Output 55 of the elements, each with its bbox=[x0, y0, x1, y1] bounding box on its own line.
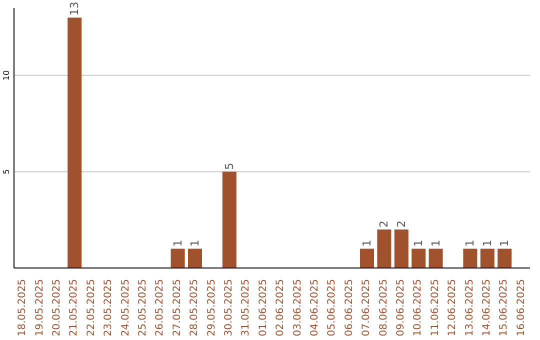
x-tick-label: 27.05.2025 bbox=[172, 279, 183, 336]
x-tick-label: 14.06.2025 bbox=[482, 279, 492, 336]
data-label: 13 bbox=[68, 2, 82, 16]
bar bbox=[222, 172, 236, 268]
bar bbox=[68, 18, 82, 268]
x-tick-label: 28.05.2025 bbox=[189, 279, 200, 336]
bar bbox=[480, 248, 494, 268]
x-tick-label: 13.06.2025 bbox=[464, 279, 476, 336]
bar bbox=[463, 248, 478, 268]
x-tick-label: 12.06.2025 bbox=[447, 279, 458, 336]
bar bbox=[377, 229, 392, 268]
x-tick-label: 23.05.2025 bbox=[103, 279, 114, 336]
x-tick-label: 09.06.2025 bbox=[396, 279, 406, 336]
data-label: 2 bbox=[378, 220, 391, 228]
bar bbox=[498, 248, 512, 268]
x-tick-label: 25.05.2025 bbox=[138, 279, 148, 336]
bar bbox=[170, 248, 185, 268]
bar bbox=[394, 229, 408, 268]
data-label: 1 bbox=[188, 240, 202, 247]
data-label: 5 bbox=[222, 162, 236, 170]
x-tick-label: 01.06.2025 bbox=[258, 279, 269, 336]
x-tick-label: 06.06.2025 bbox=[344, 279, 355, 336]
data-label: 1 bbox=[498, 240, 512, 247]
bar bbox=[428, 248, 443, 268]
x-tick-label: 29.05.2025 bbox=[206, 279, 218, 336]
x-tick-label: 03.06.2025 bbox=[292, 279, 304, 336]
x-tick-label: 15.06.2025 bbox=[498, 279, 510, 336]
data-label: 1 bbox=[360, 240, 374, 247]
x-tick-label: 04.06.2025 bbox=[310, 279, 320, 336]
x-tick-label: 21.05.2025 bbox=[68, 279, 80, 336]
x-tick-label: 11.06.2025 bbox=[430, 279, 441, 336]
bar bbox=[412, 248, 426, 268]
data-label: 1 bbox=[480, 240, 494, 247]
x-tick-label: 05.06.2025 bbox=[326, 279, 338, 336]
data-label: 1 bbox=[429, 240, 442, 247]
x-tick-label: 19.05.2025 bbox=[34, 279, 46, 336]
data-label: 1 bbox=[412, 240, 426, 247]
x-tick-label: 20.05.2025 bbox=[52, 279, 62, 336]
data-label: 1 bbox=[464, 240, 477, 247]
y-tick-label: 10 bbox=[2, 70, 11, 80]
data-label: 2 bbox=[394, 220, 408, 228]
x-tick-label: 07.06.2025 bbox=[361, 279, 372, 336]
x-tick-label: 30.05.2025 bbox=[224, 279, 234, 336]
x-tick-label: 16.06.2025 bbox=[516, 279, 527, 336]
x-tick-label: 22.05.2025 bbox=[86, 279, 97, 336]
bar bbox=[188, 248, 202, 268]
x-tick-label: 02.06.2025 bbox=[275, 279, 286, 336]
data-label: 1 bbox=[171, 240, 184, 247]
x-tick-label: 18.05.2025 bbox=[17, 279, 28, 336]
x-tick-label: 24.05.2025 bbox=[120, 279, 132, 336]
x-tick-label: 10.06.2025 bbox=[412, 279, 424, 336]
bar bbox=[360, 248, 374, 268]
x-tick-label: 31.05.2025 bbox=[240, 279, 252, 336]
x-tick-label: 26.05.2025 bbox=[154, 279, 166, 336]
x-tick-label: 08.06.2025 bbox=[378, 279, 390, 336]
